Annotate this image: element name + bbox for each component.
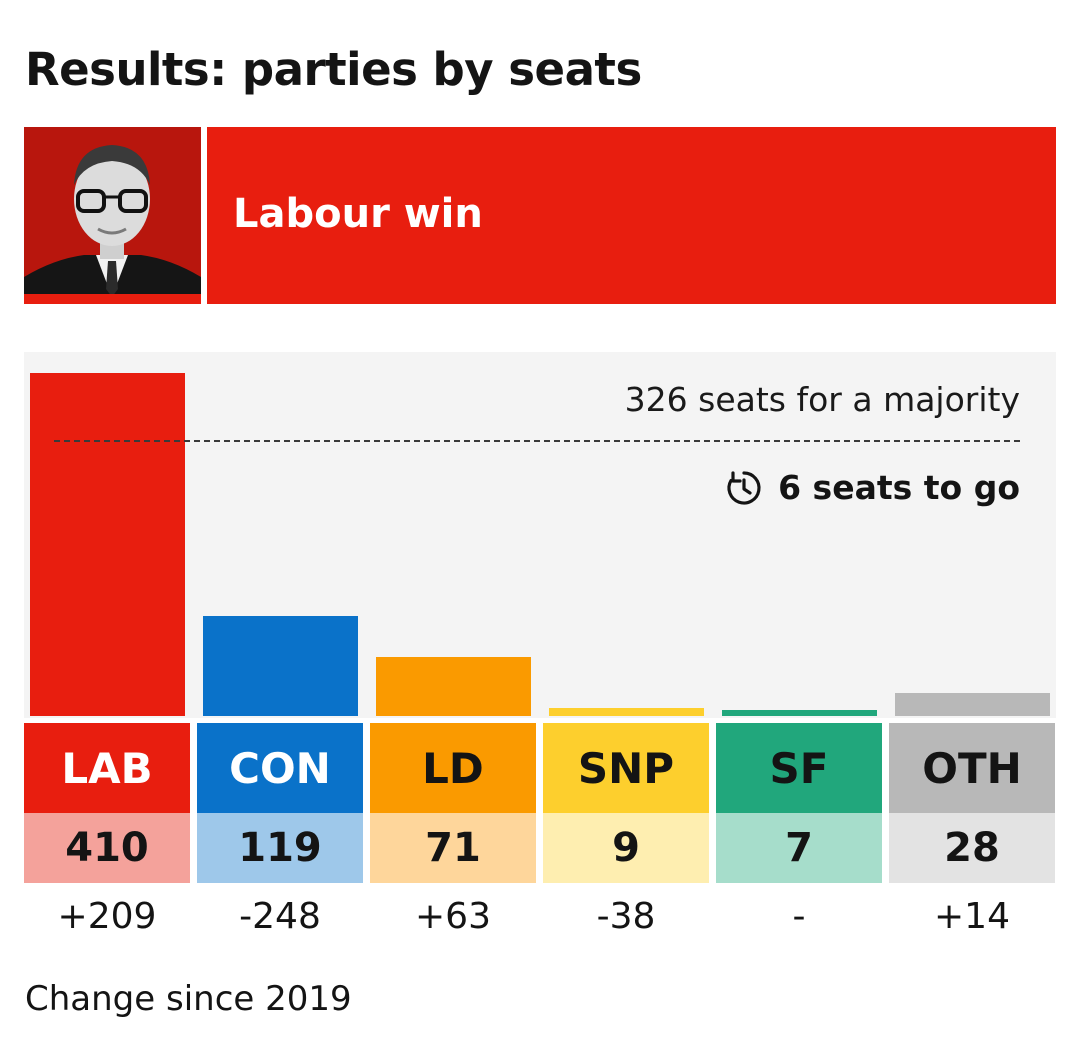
seats-value-oth: 28 bbox=[889, 813, 1055, 883]
seat-change-snp: -38 bbox=[596, 895, 656, 937]
leader-photo bbox=[24, 127, 201, 304]
seat-change-oth: +14 bbox=[934, 895, 1010, 937]
majority-label: 326 seats for a majority bbox=[624, 380, 1020, 419]
party-label-sf: SF bbox=[716, 723, 882, 813]
seat-change-sf: - bbox=[792, 895, 806, 937]
party-label-snp: SNP bbox=[543, 723, 709, 813]
party-label-lab: LAB bbox=[24, 723, 190, 813]
result-banner-text: Labour win bbox=[233, 191, 483, 237]
seats-value-con: 119 bbox=[197, 813, 363, 883]
seats-value-sf: 7 bbox=[716, 813, 882, 883]
party-column-con: CON 119 -248 bbox=[197, 723, 363, 949]
majority-line bbox=[54, 440, 1020, 442]
seats-value-ld: 71 bbox=[370, 813, 536, 883]
party-column-ld: LD 71 +63 bbox=[370, 723, 536, 949]
seats-value-lab: 410 bbox=[24, 813, 190, 883]
seats-chart: 326 seats for a majority 6 seats to go bbox=[24, 352, 1056, 718]
party-column-oth: OTH 28 +14 bbox=[889, 723, 1055, 949]
result-banner: Labour win bbox=[207, 127, 1056, 304]
seat-change-lab: +209 bbox=[57, 895, 157, 937]
seats-to-go: 6 seats to go bbox=[724, 464, 1020, 512]
seat-change-con: -248 bbox=[239, 895, 321, 937]
bar-lab bbox=[30, 373, 185, 716]
bar-snp bbox=[549, 708, 704, 716]
party-label-oth: OTH bbox=[889, 723, 1055, 813]
party-label-ld: LD bbox=[370, 723, 536, 813]
party-column-lab: LAB 410 +209 bbox=[24, 723, 190, 949]
bar-oth bbox=[895, 692, 1050, 716]
bar-con bbox=[203, 616, 358, 716]
change-footnote: Change since 2019 bbox=[25, 979, 352, 1019]
page-title: Results: parties by seats bbox=[25, 43, 642, 96]
bar-ld bbox=[376, 656, 531, 716]
seats-to-go-label: 6 seats to go bbox=[778, 468, 1020, 507]
party-label-con: CON bbox=[197, 723, 363, 813]
party-column-snp: SNP 9 -38 bbox=[543, 723, 709, 949]
party-column-sf: SF 7 - bbox=[716, 723, 882, 949]
bar-sf bbox=[722, 710, 877, 716]
seats-value-snp: 9 bbox=[543, 813, 709, 883]
seat-change-ld: +63 bbox=[415, 895, 491, 937]
clock-countdown-icon bbox=[727, 471, 761, 505]
party-leader-portrait-icon bbox=[24, 145, 201, 304]
